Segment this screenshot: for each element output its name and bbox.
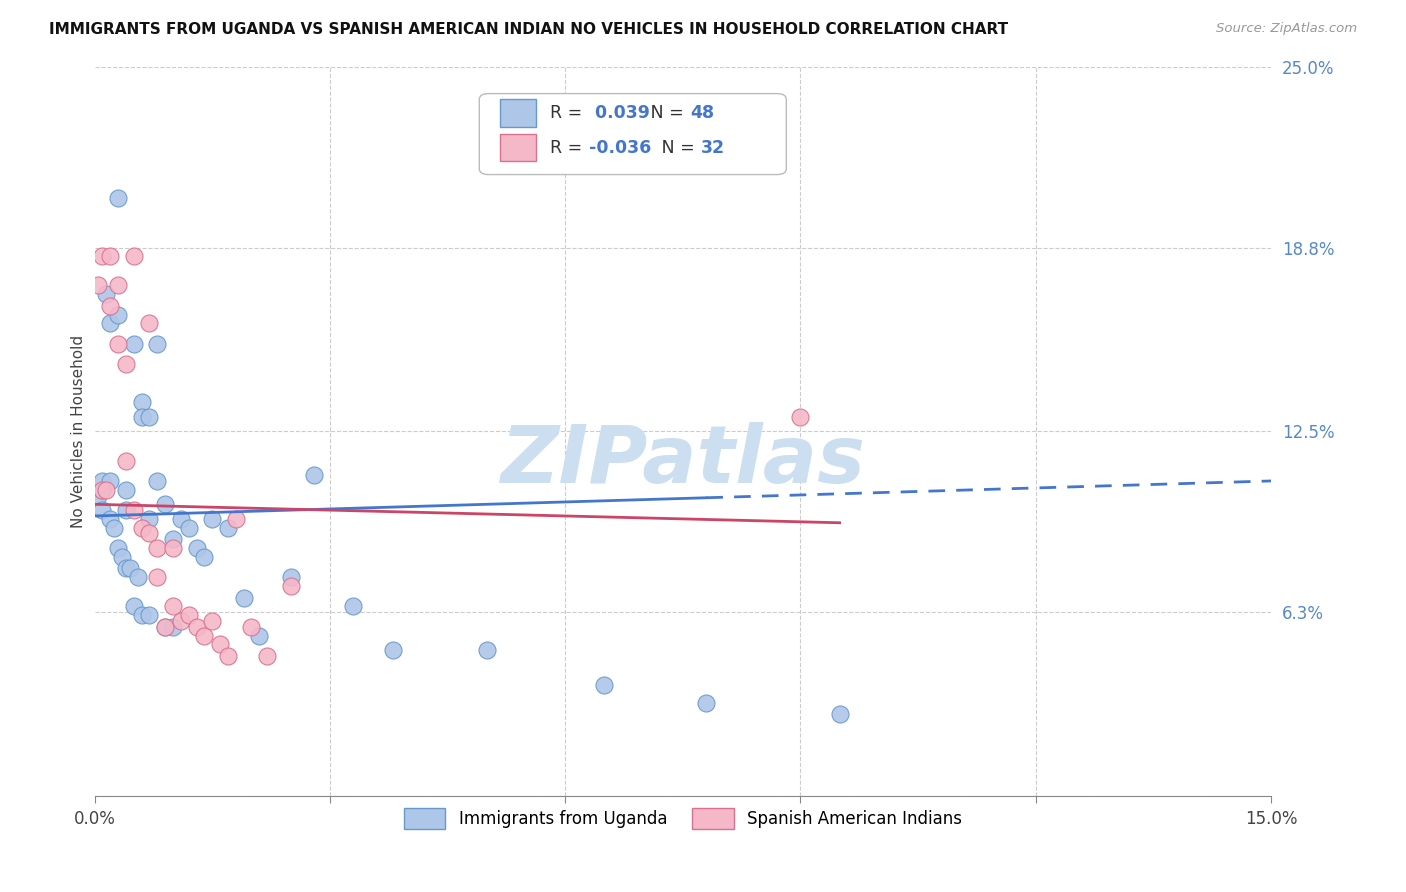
Point	[115, 483, 138, 497]
Point	[138, 608, 160, 623]
Point	[193, 629, 215, 643]
FancyBboxPatch shape	[479, 94, 786, 175]
Point	[98, 474, 121, 488]
Point	[170, 512, 193, 526]
Point	[381, 643, 404, 657]
Point	[98, 317, 121, 331]
Point	[201, 614, 224, 628]
Point	[475, 643, 498, 657]
Point	[115, 357, 138, 371]
Point	[146, 336, 169, 351]
Point	[115, 561, 138, 575]
Point	[91, 249, 114, 263]
Text: R =: R =	[550, 138, 588, 157]
Point	[186, 620, 208, 634]
Point	[153, 497, 176, 511]
Text: -0.036: -0.036	[589, 138, 651, 157]
Point	[162, 620, 184, 634]
Point	[280, 570, 302, 584]
Point	[162, 599, 184, 614]
Point	[217, 521, 239, 535]
Point	[177, 521, 200, 535]
Point	[153, 620, 176, 634]
Text: 0.039: 0.039	[589, 104, 650, 122]
Point	[96, 287, 118, 301]
Point	[789, 409, 811, 424]
Point	[138, 512, 160, 526]
Text: 32: 32	[700, 138, 724, 157]
Point	[201, 512, 224, 526]
Point	[342, 599, 364, 614]
Point	[91, 483, 114, 497]
Point	[131, 395, 153, 409]
Point	[177, 608, 200, 623]
Point	[247, 629, 270, 643]
Point	[96, 483, 118, 497]
Point	[118, 561, 141, 575]
Point	[170, 614, 193, 628]
Text: N =: N =	[645, 104, 689, 122]
Point	[131, 608, 153, 623]
Point	[107, 191, 129, 205]
Point	[146, 570, 169, 584]
Legend: Immigrants from Uganda, Spanish American Indians: Immigrants from Uganda, Spanish American…	[396, 802, 969, 835]
Point	[217, 648, 239, 663]
Point	[103, 521, 125, 535]
Point	[828, 707, 851, 722]
Point	[91, 474, 114, 488]
FancyBboxPatch shape	[501, 99, 536, 128]
Point	[162, 533, 184, 547]
Point	[232, 591, 254, 605]
Point	[131, 521, 153, 535]
Point	[115, 453, 138, 467]
Point	[302, 468, 325, 483]
Point	[138, 317, 160, 331]
Text: 48: 48	[690, 104, 714, 122]
Point	[209, 637, 232, 651]
Point	[131, 409, 153, 424]
Text: IMMIGRANTS FROM UGANDA VS SPANISH AMERICAN INDIAN NO VEHICLES IN HOUSEHOLD CORRE: IMMIGRANTS FROM UGANDA VS SPANISH AMERIC…	[49, 22, 1008, 37]
Y-axis label: No Vehicles in Household: No Vehicles in Household	[72, 334, 86, 528]
Point	[138, 526, 160, 541]
Point	[146, 474, 169, 488]
Point	[111, 549, 134, 564]
Point	[240, 620, 263, 634]
Point	[87, 489, 110, 503]
Point	[98, 299, 121, 313]
Point	[593, 678, 616, 692]
Text: N =: N =	[655, 138, 700, 157]
FancyBboxPatch shape	[501, 134, 536, 161]
Point	[98, 512, 121, 526]
Text: Source: ZipAtlas.com: Source: ZipAtlas.com	[1216, 22, 1357, 36]
Point	[91, 483, 114, 497]
Point	[186, 541, 208, 555]
Point	[256, 648, 278, 663]
Point	[122, 249, 145, 263]
Point	[280, 579, 302, 593]
Point	[193, 549, 215, 564]
Point	[107, 336, 129, 351]
Point	[695, 696, 717, 710]
Point	[98, 249, 121, 263]
Point	[127, 570, 149, 584]
Point	[153, 620, 176, 634]
Text: ZIPatlas: ZIPatlas	[501, 422, 865, 500]
Point	[138, 409, 160, 424]
Text: R =: R =	[550, 104, 588, 122]
Point	[225, 512, 247, 526]
Point	[122, 503, 145, 517]
Point	[107, 541, 129, 555]
Point	[122, 336, 145, 351]
Point	[87, 278, 110, 293]
Point	[146, 541, 169, 555]
Point	[107, 278, 129, 293]
Point	[115, 503, 138, 517]
Point	[122, 599, 145, 614]
Point	[107, 308, 129, 322]
Point	[91, 503, 114, 517]
Point	[162, 541, 184, 555]
